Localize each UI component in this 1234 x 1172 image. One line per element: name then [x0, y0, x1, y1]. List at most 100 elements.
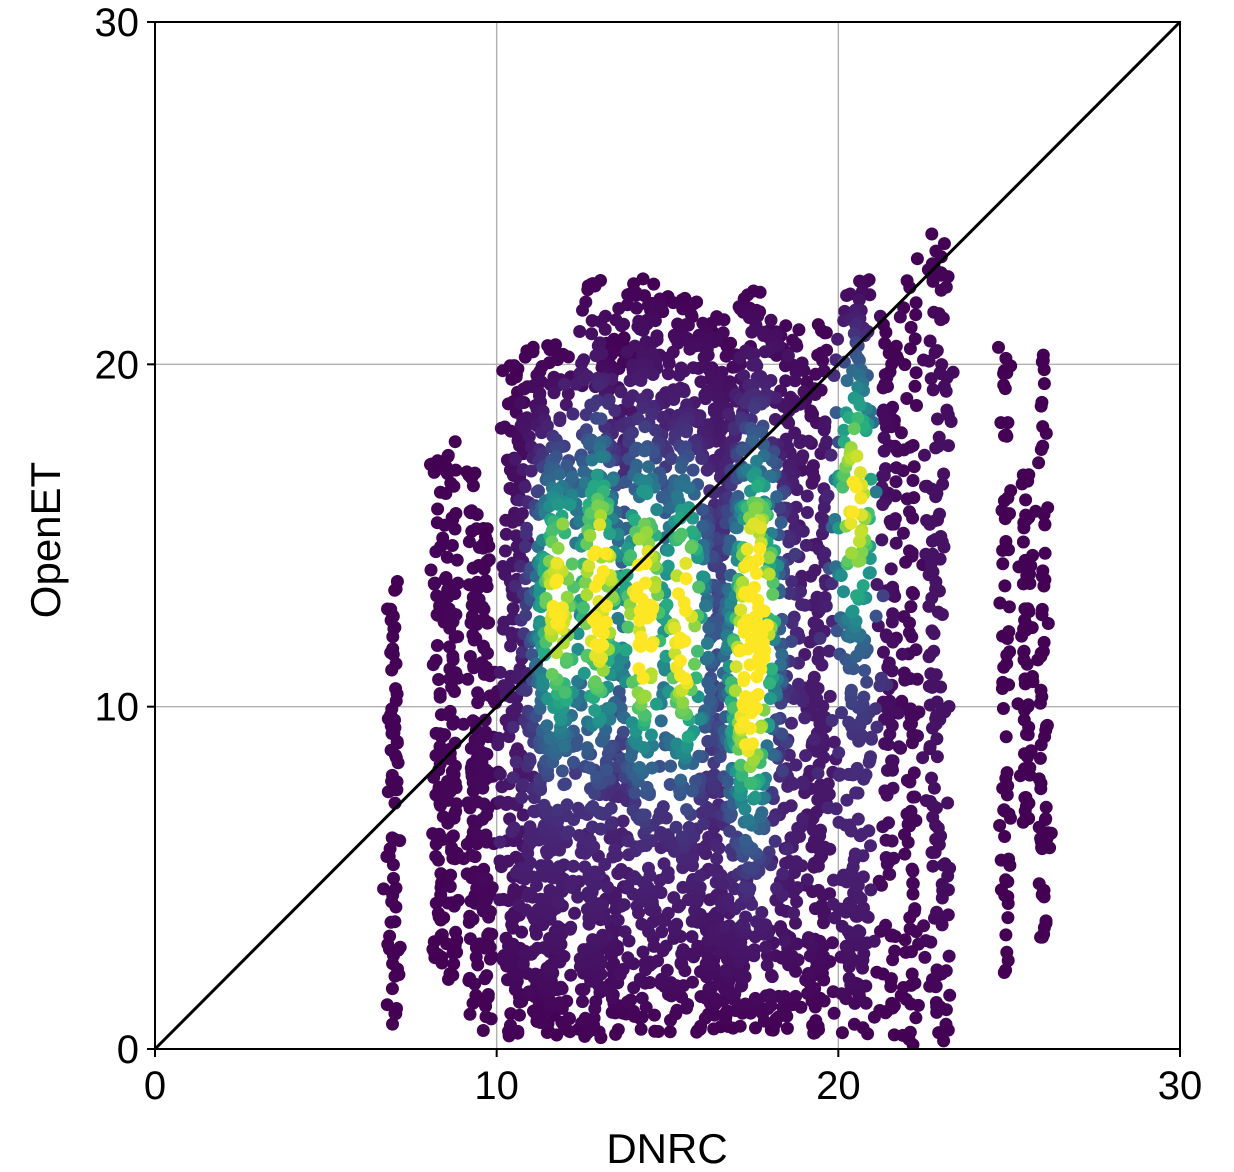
- scatter-point: [670, 917, 684, 931]
- scatter-point: [778, 934, 792, 948]
- scatter-point: [763, 692, 777, 705]
- scatter-point: [576, 601, 590, 615]
- scatter-point: [627, 1004, 640, 1018]
- scatter-point: [790, 339, 804, 353]
- scatter-point: [540, 858, 554, 872]
- scatter-point: [468, 774, 482, 788]
- scatter-point: [929, 996, 943, 1009]
- scatter-point: [748, 991, 762, 1005]
- scatter-point: [821, 777, 835, 791]
- scatter-point: [815, 658, 829, 672]
- scatter-point: [443, 880, 457, 893]
- scatter-point: [385, 831, 399, 845]
- scatter-point: [697, 350, 711, 364]
- scatter-point: [581, 283, 595, 297]
- scatter-point: [733, 1019, 747, 1033]
- scatter-point: [856, 579, 870, 593]
- scatter-point: [830, 624, 844, 638]
- scatter-point: [853, 398, 867, 412]
- scatter-point: [845, 546, 859, 560]
- scatter-point: [760, 958, 774, 972]
- scatter-point: [898, 358, 912, 372]
- scatter-point: [618, 925, 632, 939]
- scatter-point: [850, 589, 864, 603]
- scatter-point: [826, 897, 840, 911]
- scatter-point: [864, 839, 877, 853]
- scatter-point: [993, 819, 1007, 832]
- scatter-point: [743, 658, 757, 672]
- scatter-point: [646, 368, 660, 381]
- scatter-point: [1038, 518, 1052, 532]
- scatter-point: [747, 401, 761, 415]
- scatter-point: [702, 621, 716, 635]
- scatter-point: [876, 406, 890, 420]
- scatter-point: [738, 802, 752, 816]
- scatter-point: [759, 377, 773, 391]
- scatter-point: [842, 896, 856, 910]
- scatter-point: [383, 842, 397, 856]
- scatter-point: [738, 586, 752, 599]
- scatter-point: [614, 863, 628, 876]
- scatter-point: [736, 715, 750, 729]
- scatter-point: [513, 396, 527, 410]
- scatter-point: [941, 796, 955, 810]
- scatter-point: [429, 849, 443, 863]
- scatter-point: [852, 353, 866, 367]
- scatter-point: [524, 464, 538, 478]
- scatter-point: [551, 803, 565, 817]
- scatter-point: [895, 647, 909, 661]
- scatter-point: [849, 480, 863, 494]
- scatter-point: [470, 795, 484, 809]
- scatter-point: [996, 702, 1010, 715]
- scatter-point: [508, 453, 522, 466]
- scatter-point: [567, 813, 581, 827]
- scatter-point: [499, 931, 513, 945]
- scatter-point: [681, 730, 695, 744]
- scatter-point: [851, 380, 865, 394]
- scatter-point: [803, 986, 817, 1000]
- scatter-point: [924, 372, 938, 386]
- scatter-point: [589, 545, 603, 559]
- scatter-point: [898, 933, 912, 947]
- scatter-point: [735, 443, 749, 457]
- scatter-point: [886, 781, 900, 795]
- scatter-point: [519, 527, 533, 541]
- scatter-point: [875, 533, 889, 547]
- scatter-point: [611, 611, 625, 625]
- scatter-point: [813, 631, 827, 645]
- scatter-point: [385, 663, 399, 677]
- scatter-point: [941, 270, 955, 284]
- scatter-point: [785, 616, 799, 630]
- scatter-point: [568, 906, 582, 920]
- scatter-point: [897, 666, 911, 680]
- scatter-point: [885, 754, 899, 768]
- scatter-point: [586, 399, 600, 413]
- scatter-point: [566, 407, 580, 421]
- scatter-point: [669, 820, 683, 834]
- scatter-point: [997, 367, 1011, 381]
- scatter-point: [465, 524, 479, 538]
- scatter-point: [648, 1008, 661, 1022]
- scatter-point: [537, 798, 551, 812]
- scatter-point: [766, 587, 780, 601]
- scatter-point: [558, 377, 571, 391]
- scatter-point: [577, 666, 591, 680]
- scatter-point: [463, 909, 477, 923]
- scatter-point: [512, 898, 526, 912]
- scatter-point: [899, 555, 913, 569]
- scatter-point: [934, 250, 948, 264]
- scatter-point: [632, 638, 646, 652]
- scatter-point: [660, 963, 674, 977]
- scatter-point: [592, 378, 605, 392]
- scatter-point: [635, 991, 649, 1005]
- scatter-point: [1039, 426, 1053, 440]
- scatter-point: [552, 467, 566, 481]
- scatter-point: [753, 285, 767, 299]
- scatter-point: [738, 997, 752, 1011]
- scatter-point: [903, 616, 916, 630]
- scatter-point: [638, 444, 651, 458]
- scatter-point: [449, 925, 463, 939]
- scatter-point: [876, 469, 889, 483]
- scatter-point: [636, 401, 650, 414]
- scatter-point: [879, 918, 893, 932]
